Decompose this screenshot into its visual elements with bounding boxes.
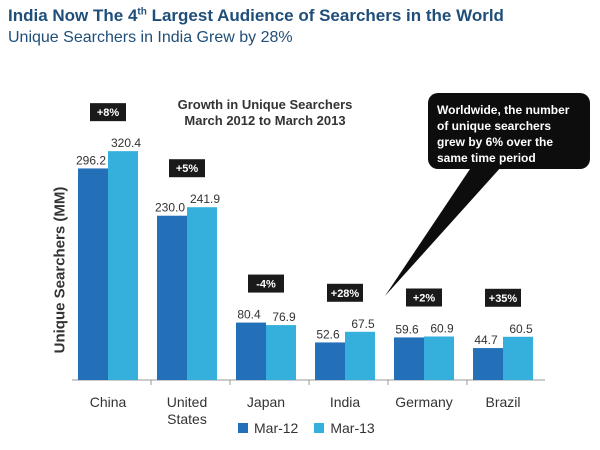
data-label: 59.6 [395, 322, 419, 336]
legend: Mar-12 Mar-13 [238, 420, 391, 436]
bar-mar-13 [266, 325, 296, 380]
growth-badge [90, 103, 126, 122]
data-label: 60.5 [509, 322, 533, 336]
data-label: 320.4 [111, 136, 141, 150]
growth-badge [406, 288, 442, 307]
x-tick-label: India [330, 394, 361, 410]
growth-label: +8% [97, 107, 120, 119]
title-rest: Largest Audience of Searchers in the Wor… [146, 6, 504, 25]
growth-label: +35% [489, 293, 518, 305]
chart-title-line2: March 2012 to March 2013 [184, 113, 346, 128]
x-tick-label: Germany [395, 394, 453, 410]
page-subtitle: Unique Searchers in India Grew by 28% [8, 29, 293, 46]
data-label: 67.5 [351, 317, 375, 331]
callout-text: Worldwide, the number of unique searcher… [437, 102, 583, 166]
legend-swatch-mar-12 [238, 423, 248, 433]
legend-swatch-mar-13 [314, 423, 325, 433]
title-main: India Now The 4 [8, 6, 138, 25]
data-label: 60.9 [430, 322, 454, 336]
bar-mar-12 [394, 337, 424, 380]
callout-bubble [428, 93, 590, 169]
legend-label-mar-12: Mar-12 [254, 420, 299, 436]
legend-label-mar-13: Mar-13 [330, 420, 375, 436]
bar-mar-13 [187, 207, 217, 380]
x-tick-label: China [90, 394, 127, 410]
callout-pointer [385, 166, 502, 296]
bar-mar-13 [108, 151, 138, 380]
data-label: 76.9 [272, 310, 296, 324]
bar-mar-12 [473, 348, 503, 380]
bar-mar-13 [424, 336, 454, 380]
growth-label: +2% [413, 293, 436, 305]
bar-mar-13 [503, 336, 533, 380]
callout-line: grew by 6% over the [437, 135, 554, 149]
bar-mar-12 [157, 215, 187, 380]
growth-badge [327, 283, 363, 302]
data-label: 230.0 [155, 201, 185, 215]
growth-label: -4% [256, 279, 276, 291]
data-label: 241.9 [190, 192, 220, 206]
legend-item-mar-12: Mar-12 [238, 420, 298, 436]
legend-item-mar-13: Mar-13 [314, 420, 375, 436]
data-label: 44.7 [474, 333, 498, 347]
title-superscript: th [137, 6, 147, 18]
callout-line: Worldwide, the number [437, 103, 570, 117]
x-tick-label: Brazil [485, 394, 520, 410]
bar-mar-13 [345, 331, 375, 380]
x-tick-label: Japan [247, 394, 285, 410]
chart-title-line1: Growth in Unique Searchers [177, 97, 353, 112]
data-label: 296.2 [76, 153, 106, 167]
bar-mar-12 [78, 168, 108, 380]
x-tick-label: States [167, 411, 207, 427]
growth-badge [485, 288, 521, 307]
chart-title: Growth in Unique Searchers March 2012 to… [150, 97, 380, 129]
page-title: India Now The 4th Largest Audience of Se… [8, 6, 504, 26]
callout-line: of unique searchers [437, 119, 552, 133]
growth-label: +28% [331, 288, 360, 300]
growth-label: +5% [176, 163, 199, 175]
x-tick-label: United [167, 394, 207, 410]
growth-badge [248, 274, 284, 293]
y-axis-label: Unique Searchers (MM) [51, 186, 69, 354]
data-label: 52.6 [316, 327, 340, 341]
bar-mar-12 [236, 322, 266, 380]
bar-mar-12 [315, 342, 345, 380]
data-label: 80.4 [237, 308, 261, 322]
callout-line: same time period [437, 151, 536, 165]
growth-badge [169, 159, 205, 178]
